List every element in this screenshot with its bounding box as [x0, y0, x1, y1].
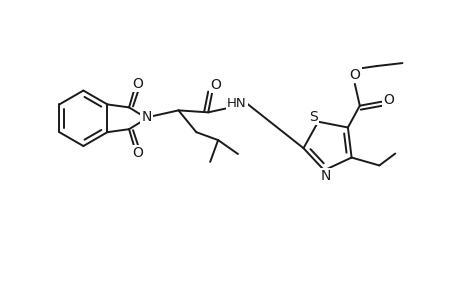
- Text: N: N: [141, 110, 151, 124]
- Text: S: S: [308, 110, 317, 124]
- Text: O: O: [132, 146, 143, 160]
- Text: N: N: [320, 169, 330, 183]
- Text: O: O: [382, 93, 393, 107]
- Text: O: O: [210, 78, 221, 92]
- Text: O: O: [132, 76, 143, 91]
- Text: HN: HN: [227, 97, 246, 110]
- Text: O: O: [349, 68, 359, 82]
